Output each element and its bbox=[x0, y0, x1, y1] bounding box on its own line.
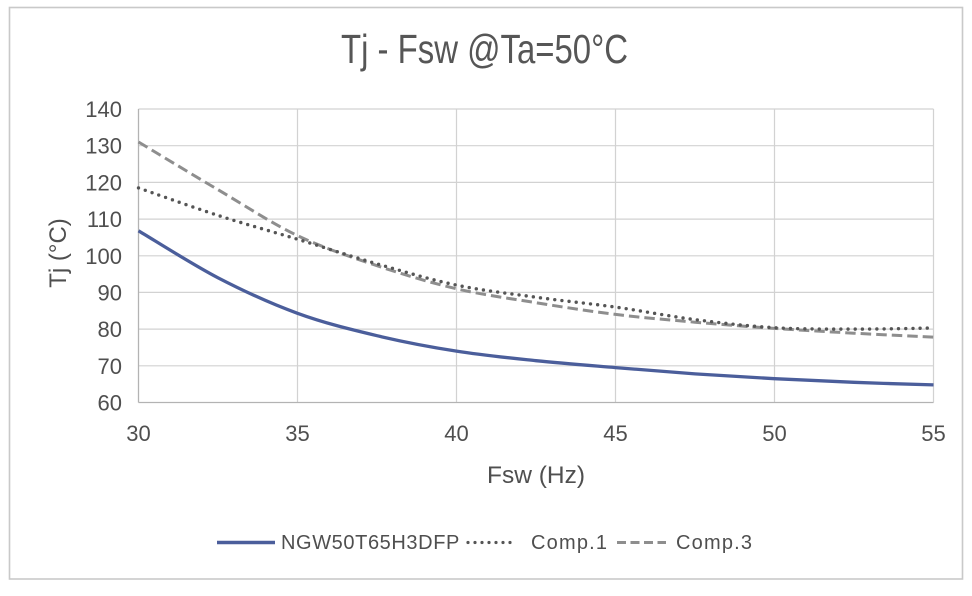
svg-text:Comp.1: Comp.1 bbox=[531, 532, 608, 554]
svg-text:70: 70 bbox=[98, 354, 122, 379]
svg-text:Tj (°C): Tj (°C) bbox=[45, 218, 72, 288]
svg-text:80: 80 bbox=[98, 317, 122, 342]
svg-text:Tj - Fsw @Ta=50°C: Tj - Fsw @Ta=50°C bbox=[341, 26, 628, 72]
svg-text:Comp.3: Comp.3 bbox=[676, 532, 753, 554]
svg-text:35: 35 bbox=[285, 421, 309, 446]
svg-text:60: 60 bbox=[98, 391, 122, 416]
svg-text:50: 50 bbox=[762, 421, 786, 446]
svg-text:100: 100 bbox=[85, 244, 122, 269]
svg-text:55: 55 bbox=[921, 421, 945, 446]
svg-text:Fsw (Hz): Fsw (Hz) bbox=[487, 462, 585, 489]
svg-text:40: 40 bbox=[444, 421, 468, 446]
svg-text:45: 45 bbox=[603, 421, 627, 446]
svg-text:140: 140 bbox=[85, 97, 122, 122]
svg-text:90: 90 bbox=[98, 280, 122, 305]
svg-text:120: 120 bbox=[85, 170, 122, 195]
svg-text:130: 130 bbox=[85, 134, 122, 159]
svg-text:30: 30 bbox=[126, 421, 150, 446]
svg-text:110: 110 bbox=[87, 207, 122, 232]
svg-text:NGW50T65H3DFP: NGW50T65H3DFP bbox=[281, 532, 460, 554]
